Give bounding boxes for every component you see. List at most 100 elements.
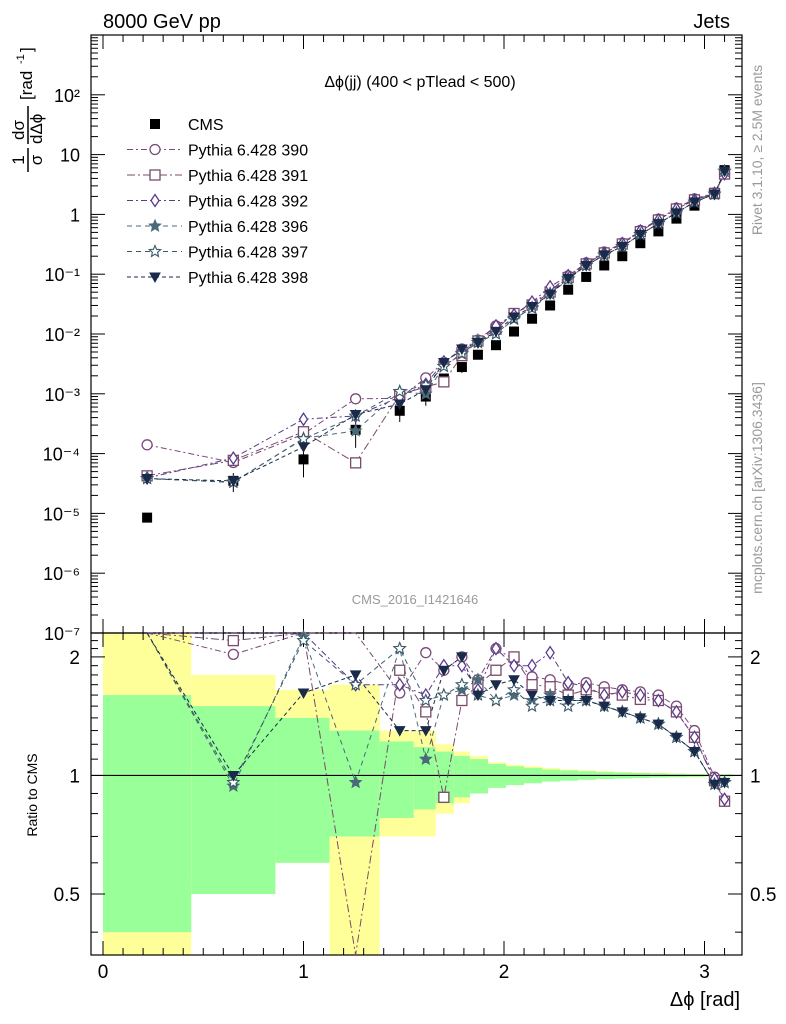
series-point-ratio (418, 751, 433, 766)
series-point-main (634, 229, 647, 241)
svg-text:σ: σ (27, 154, 46, 165)
series-point-ratio (297, 688, 310, 699)
series-point-ratio (418, 693, 433, 707)
mcplots-label: mcplots.cern.ch [arXiv:1306.3436] (749, 382, 765, 594)
y-tick-label: 10⁻⁷ (44, 624, 80, 644)
band-inner (379, 741, 414, 818)
series-point-ratio (580, 695, 593, 707)
series-point-main (544, 289, 556, 301)
series-point-ratio (227, 648, 239, 661)
band-inner (469, 759, 488, 794)
series-point-ratio (718, 777, 731, 789)
axis-ticks: 0 1 2 3 10⁻⁷ 10⁻⁶ 10⁻⁵ 10⁻⁴ 10⁻³ 10⁻² 10⁻¹ 1 10 10² 0.… (43, 35, 776, 983)
rivet-label: Rivet 3.1.10, ≥ 2.5M events (749, 65, 765, 235)
ratio-tick-label-right: 0.5 (750, 885, 776, 906)
series-point-ratio (616, 707, 629, 718)
series-point-main (562, 273, 575, 285)
y-tick-label: 10² (54, 86, 80, 106)
x-tick-label: 2 (499, 962, 510, 983)
series-point-ratio (454, 677, 469, 691)
series-point-ratio (227, 770, 240, 782)
cms-point (617, 251, 628, 262)
series-point-ratio (226, 774, 241, 789)
legend-marker (149, 169, 161, 181)
series-point-ratio (420, 647, 432, 659)
svg-text:[rad: [rad (17, 71, 36, 100)
series-point-ratio (598, 701, 611, 713)
series-point-main (349, 393, 362, 405)
y-tick-label: 10⁻⁵ (43, 504, 80, 524)
series-point-ratio (652, 719, 665, 731)
series-point-ratio (507, 687, 521, 701)
series-point-main (141, 474, 153, 485)
series-point-ratio (563, 675, 573, 690)
series-point-ratio (394, 664, 406, 676)
header-left: 8000 GeV pp (103, 11, 221, 33)
x-tick-label: 3 (699, 962, 710, 983)
series-line-main (147, 170, 726, 483)
series-point-ratio (457, 658, 467, 673)
series-point-ratio (393, 726, 406, 737)
series-point-ratio (545, 645, 555, 660)
legend-cms-marker (150, 119, 160, 129)
series-point-ratio (708, 779, 721, 791)
series-point-ratio (348, 677, 363, 691)
cms-point (581, 271, 592, 282)
legend-cms-label: CMS (188, 117, 224, 134)
series-point-ratio (419, 726, 432, 737)
series-point-main (718, 166, 731, 178)
ratio-tick-label: 1 (69, 766, 80, 787)
legend-label: Pythia 6.428 392 (188, 194, 308, 211)
series-point-ratio (526, 679, 538, 691)
legend-label: Pythia 6.428 390 (188, 143, 308, 160)
series-point-main (141, 439, 153, 451)
series-point-main (419, 385, 432, 396)
ratio-uncertainty-bands (103, 633, 733, 955)
series-point-main (349, 457, 362, 469)
y-tick-label: 10⁻² (44, 325, 80, 345)
main-y-axis-label: 1 σ dσ dΔϕ [rad -1 ] (9, 47, 46, 172)
cms-point (456, 362, 467, 373)
data-markers (140, 163, 732, 807)
series-point-main (228, 450, 239, 466)
cms-point (527, 313, 538, 324)
chart-title: Δϕ(jj) (400 < pTlead < 500) (324, 74, 515, 91)
series-point-ratio (394, 677, 405, 692)
series-point-ratio (635, 687, 646, 703)
x-axis-label: Δϕ [rad] (670, 989, 740, 1011)
cms-point (509, 326, 520, 337)
series-point-ratio (653, 693, 664, 708)
series-point-main (392, 384, 407, 398)
svg-text:1: 1 (9, 155, 28, 164)
series-point-ratio (671, 704, 682, 720)
series-point-ratio (634, 713, 647, 724)
series-point-main (296, 431, 311, 445)
series-line-main (146, 173, 726, 479)
band-inner (275, 717, 330, 863)
ratio-tick-label-right: 1 (750, 766, 761, 787)
series-point-ratio (525, 698, 540, 713)
y-tick-label: 10⁻³ (44, 385, 80, 405)
svg-text:dσ: dσ (9, 120, 28, 140)
series-point-main (298, 412, 309, 427)
series-line-main (147, 170, 726, 482)
series-point-ratio (526, 690, 538, 702)
series-point-main (616, 242, 629, 253)
series-point-ratio (454, 682, 469, 696)
svg-text:]: ] (17, 47, 36, 52)
series-point-ratio (392, 641, 407, 655)
legend: CMS Pythia 6.428 390 Pythia 6.428 391 Pythi… (127, 117, 308, 287)
series-point-main (348, 423, 363, 437)
series-point-ratio (227, 634, 239, 647)
x-tick-label: 1 (298, 962, 309, 983)
series-point-main (708, 189, 721, 201)
series-point-ratio (456, 652, 468, 663)
ratio-tick-label-right: 2 (750, 648, 761, 669)
legend-marker (150, 193, 160, 208)
series-point-ratio (490, 680, 502, 691)
series-point-ratio (438, 791, 450, 803)
series-point-ratio (527, 658, 537, 673)
legend-marker (147, 244, 163, 258)
series-point-ratio (490, 664, 502, 676)
